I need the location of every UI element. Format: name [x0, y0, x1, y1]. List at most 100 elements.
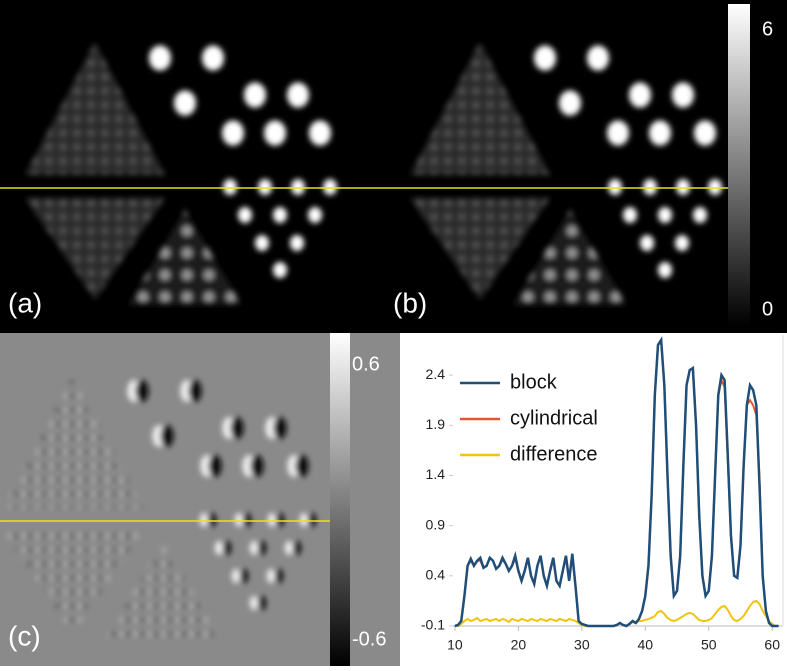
- hot-spot: [274, 569, 284, 583]
- hot-spot: [238, 206, 252, 224]
- x-tick-label: 20: [511, 637, 527, 653]
- hot-spot: [242, 513, 252, 527]
- panel-label: (a): [8, 287, 42, 318]
- triangle-insert: [3, 531, 143, 633]
- phantom-image: [410, 42, 722, 305]
- hot-spot: [202, 45, 224, 71]
- hot-spot: [223, 178, 237, 196]
- x-tick-label: 50: [701, 637, 717, 653]
- triangle-insert: [513, 210, 627, 305]
- hot-spot: [649, 120, 671, 146]
- hot-spot: [323, 178, 337, 196]
- colorbar-tick-label: 0.6: [352, 353, 380, 375]
- hot-spot: [290, 234, 304, 252]
- hot-spot: [266, 569, 276, 583]
- hot-spot: [273, 261, 287, 279]
- triangle-insert: [106, 543, 220, 638]
- hot-spot: [534, 45, 556, 71]
- hot-spot: [174, 90, 196, 116]
- hot-spot: [207, 513, 217, 527]
- line-chart: -0.1 0.4 0.9 1.4 1.9 2.4 10 20 30 40 50 60 block cyli…: [400, 333, 787, 666]
- hot-spot: [273, 417, 287, 439]
- colorbar-tick-label: 6: [762, 18, 773, 40]
- panel-label: (b): [393, 287, 427, 318]
- legend-label: difference: [510, 443, 597, 465]
- hot-spot: [291, 178, 305, 196]
- hot-spot: [258, 178, 272, 196]
- triangle-insert: [410, 198, 550, 300]
- x-tick-label: 30: [574, 637, 590, 653]
- y-tick-label: 1.4: [426, 466, 446, 482]
- hot-spot: [199, 513, 209, 527]
- x-tick-label: 10: [447, 637, 463, 653]
- hot-spot: [239, 569, 249, 583]
- hot-spot: [608, 178, 622, 196]
- hot-spot: [188, 380, 202, 402]
- hot-spot: [135, 380, 149, 402]
- hot-spot: [658, 206, 672, 224]
- hot-spot: [275, 513, 285, 527]
- hot-spot: [257, 541, 267, 555]
- hot-spot: [295, 455, 309, 477]
- hot-spot: [250, 455, 264, 477]
- colorbar: [330, 333, 350, 666]
- phantom: [25, 42, 337, 305]
- plot-background: [400, 333, 787, 666]
- phantom: [410, 42, 722, 305]
- hot-spot: [308, 206, 322, 224]
- hot-spot: [222, 541, 232, 555]
- hot-spot: [694, 120, 716, 146]
- hot-spot: [676, 178, 690, 196]
- colorbar-tick-label: -0.6: [352, 628, 386, 650]
- hot-spot: [255, 234, 269, 252]
- triangle-insert: [410, 42, 550, 175]
- y-tick-label: 0.9: [426, 516, 446, 532]
- hot-spot: [629, 82, 651, 108]
- phantom: [3, 375, 317, 638]
- hot-spot: [309, 120, 331, 146]
- colorbar-background: [750, 0, 787, 333]
- data-line: [454, 336, 779, 628]
- hot-spot: [658, 261, 672, 279]
- hot-spot: [273, 206, 287, 224]
- y-tick-label: 1.9: [426, 416, 446, 432]
- triangle-insert: [25, 198, 165, 300]
- colorbar-tick-label: 0: [762, 298, 773, 320]
- hot-spot: [249, 596, 259, 610]
- hot-spot: [149, 45, 171, 71]
- hot-spot: [230, 417, 244, 439]
- legend-label: cylindrical: [510, 407, 598, 429]
- hot-spot: [284, 541, 294, 555]
- hot-spot: [244, 82, 266, 108]
- hot-spot: [292, 541, 302, 555]
- hot-spot: [623, 206, 637, 224]
- hot-spot: [708, 178, 722, 196]
- hot-spot: [640, 234, 654, 252]
- hot-spot: [287, 82, 309, 108]
- hot-spot: [693, 206, 707, 224]
- x-tick-label: 60: [764, 637, 780, 653]
- y-tick-label: 0.4: [426, 567, 446, 583]
- y-tick-label: 2.4: [426, 366, 446, 382]
- phantom-image: [3, 375, 317, 638]
- hot-spot: [249, 541, 259, 555]
- triangle-insert: [25, 42, 165, 175]
- hot-spot: [607, 120, 629, 146]
- hot-spot: [234, 513, 244, 527]
- hot-spot: [299, 513, 309, 527]
- triangle-insert: [3, 375, 143, 508]
- hot-spot: [559, 90, 581, 116]
- hot-spot: [222, 120, 244, 146]
- hot-spot: [267, 513, 277, 527]
- hot-spot: [643, 178, 657, 196]
- hot-spot: [160, 425, 174, 447]
- hot-spot: [672, 82, 694, 108]
- hot-spot: [675, 234, 689, 252]
- colorbar: [728, 4, 750, 326]
- phantom-image: [25, 42, 337, 305]
- hot-spot: [214, 541, 224, 555]
- triangle-insert: [128, 210, 242, 305]
- hot-spot: [257, 596, 267, 610]
